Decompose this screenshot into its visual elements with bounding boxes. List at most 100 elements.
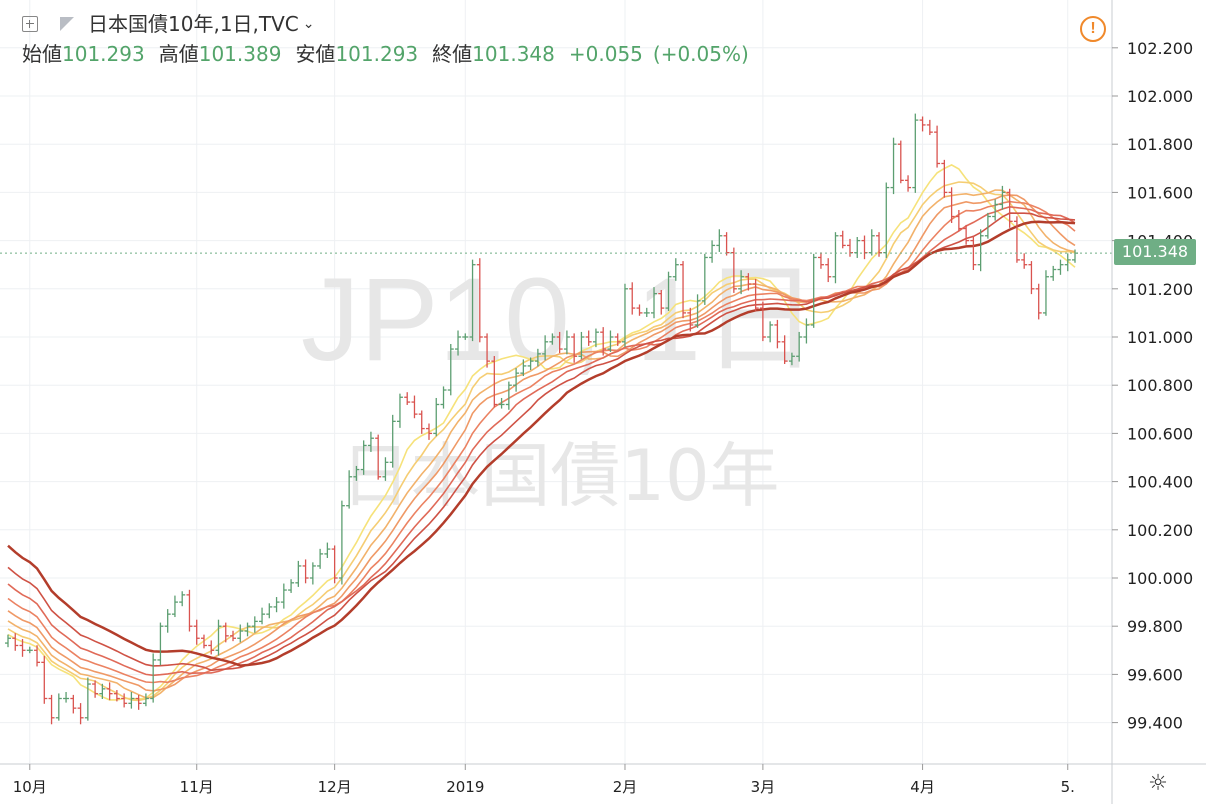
expand-icon[interactable]	[22, 16, 38, 32]
ohlc-bar	[396, 393, 403, 428]
ohlc-bar	[462, 333, 469, 340]
chevron-down-icon[interactable]: ⌄	[302, 16, 315, 32]
ohlc-bar	[600, 327, 607, 356]
ohlc-bar	[592, 328, 599, 348]
symbol-interval[interactable]: 1日	[219, 12, 253, 36]
ohlc-bar	[208, 640, 215, 655]
ohlc-bar	[447, 343, 454, 396]
ohlc-bar	[48, 694, 55, 725]
ohlc-bar	[513, 368, 520, 392]
ohlc-bar	[977, 229, 984, 272]
ohlc-bar	[926, 119, 933, 136]
flag-icon[interactable]	[60, 17, 74, 31]
close-label: 終値	[432, 42, 473, 66]
ohlc-bar	[738, 270, 745, 295]
ohlc-bar	[520, 359, 527, 377]
ohlc-bar	[55, 693, 62, 721]
ohlc-bar	[759, 301, 766, 342]
ohlc-bar	[1042, 270, 1049, 316]
ohlc-bar	[179, 591, 186, 607]
open-label: 始値	[22, 42, 62, 66]
price-tick-label: 100.000	[1127, 569, 1193, 588]
ohlc-bar	[861, 235, 868, 260]
alert-icon[interactable]: !	[1080, 16, 1106, 42]
time-axis[interactable]: 10月 11月 12月 2019 2月 3月 4月 5.	[13, 764, 1075, 796]
ohlc-bar	[781, 335, 788, 364]
price-tick-label: 100.600	[1127, 424, 1193, 443]
ohlc-bar	[505, 381, 512, 410]
ohlc-bar	[99, 683, 106, 699]
change-percent: (+0.05%)	[652, 42, 749, 66]
ohlc-bar	[825, 258, 832, 283]
ohlc-bar	[948, 187, 955, 224]
ohlc-bar	[607, 330, 614, 352]
price-tick-label: 102.200	[1127, 39, 1193, 58]
ohlc-bar	[440, 386, 447, 409]
ohlc-bar	[382, 457, 389, 481]
ohlc-bar	[527, 357, 534, 371]
low-label: 安値	[295, 42, 336, 66]
ohlc-bar	[476, 258, 483, 343]
symbol-source[interactable]: TVC	[258, 12, 299, 36]
ohlc-bar	[1006, 188, 1013, 228]
ohlc-bar	[934, 125, 941, 168]
ohlc-bar	[26, 646, 33, 654]
ohlc-bar	[237, 624, 244, 643]
time-tick-label: 10月	[13, 778, 47, 796]
ohlc-bar	[890, 137, 897, 195]
ohlc-bar	[709, 240, 716, 263]
price-tick-label: 101.000	[1127, 328, 1193, 347]
chart-grid	[0, 0, 1112, 764]
ohlc-bar	[34, 645, 41, 667]
ohlc-bar	[418, 410, 425, 434]
ohlc-bar	[803, 318, 810, 344]
symbol-name[interactable]: 日本国債10年	[88, 12, 214, 36]
gear-icon[interactable]: ☼	[1148, 771, 1168, 796]
ohlc-bar	[542, 335, 549, 361]
price-axis[interactable]: 99.400 99.600 99.800 100.000 100.200 100.400 1…	[1112, 39, 1193, 733]
watermark-name: 日本国債10年	[340, 435, 779, 517]
ohlc-bar	[353, 465, 360, 481]
ohlc-bar	[433, 397, 440, 437]
ohlc-bar	[788, 352, 795, 366]
time-tick-label: 11月	[180, 778, 214, 796]
ohlc-bar	[113, 690, 120, 702]
ohlc-bar	[367, 431, 374, 452]
ohlc-bar	[150, 653, 157, 703]
ohlc-bar	[157, 622, 164, 666]
moving-average-ribbon	[7, 163, 1076, 702]
ohlc-bar	[651, 287, 658, 319]
ohlc-bar	[389, 414, 396, 468]
time-tick-label: 2019	[446, 778, 484, 796]
ohlc-bar	[5, 634, 11, 648]
ohlc-bar	[84, 677, 91, 721]
ohlc-bar	[63, 691, 70, 703]
ohlc-bar	[484, 333, 491, 368]
ohlc-bar	[970, 235, 977, 271]
price-tick-label: 99.400	[1127, 714, 1183, 733]
ohlc-bar	[810, 253, 817, 328]
ohlc-bar	[955, 209, 962, 232]
moving-average-line	[7, 189, 1076, 699]
price-tick-label: 100.800	[1127, 376, 1193, 395]
ohlc-bar	[716, 229, 723, 252]
time-tick-label: 2月	[613, 778, 638, 796]
ohlc-bar	[455, 330, 462, 356]
ohlc-bar	[425, 423, 432, 440]
ohlc-bar	[222, 622, 229, 643]
ohlc-bar	[665, 271, 672, 311]
ohlc-bar	[868, 229, 875, 256]
ohlc-bar	[230, 630, 237, 642]
ohlc-bar	[534, 348, 541, 367]
high-label: 高値	[158, 42, 199, 66]
moving-average-line	[7, 163, 1076, 701]
ohlc-bar	[1021, 253, 1028, 269]
ohlc-bar	[121, 693, 128, 708]
ohlc-bar	[919, 116, 926, 132]
ohlc-bar	[1035, 283, 1042, 320]
ohlc-bar	[687, 307, 694, 332]
price-tick-label: 100.400	[1127, 473, 1193, 492]
ohlc-bar	[375, 434, 382, 480]
ohlc-bar	[672, 258, 679, 281]
